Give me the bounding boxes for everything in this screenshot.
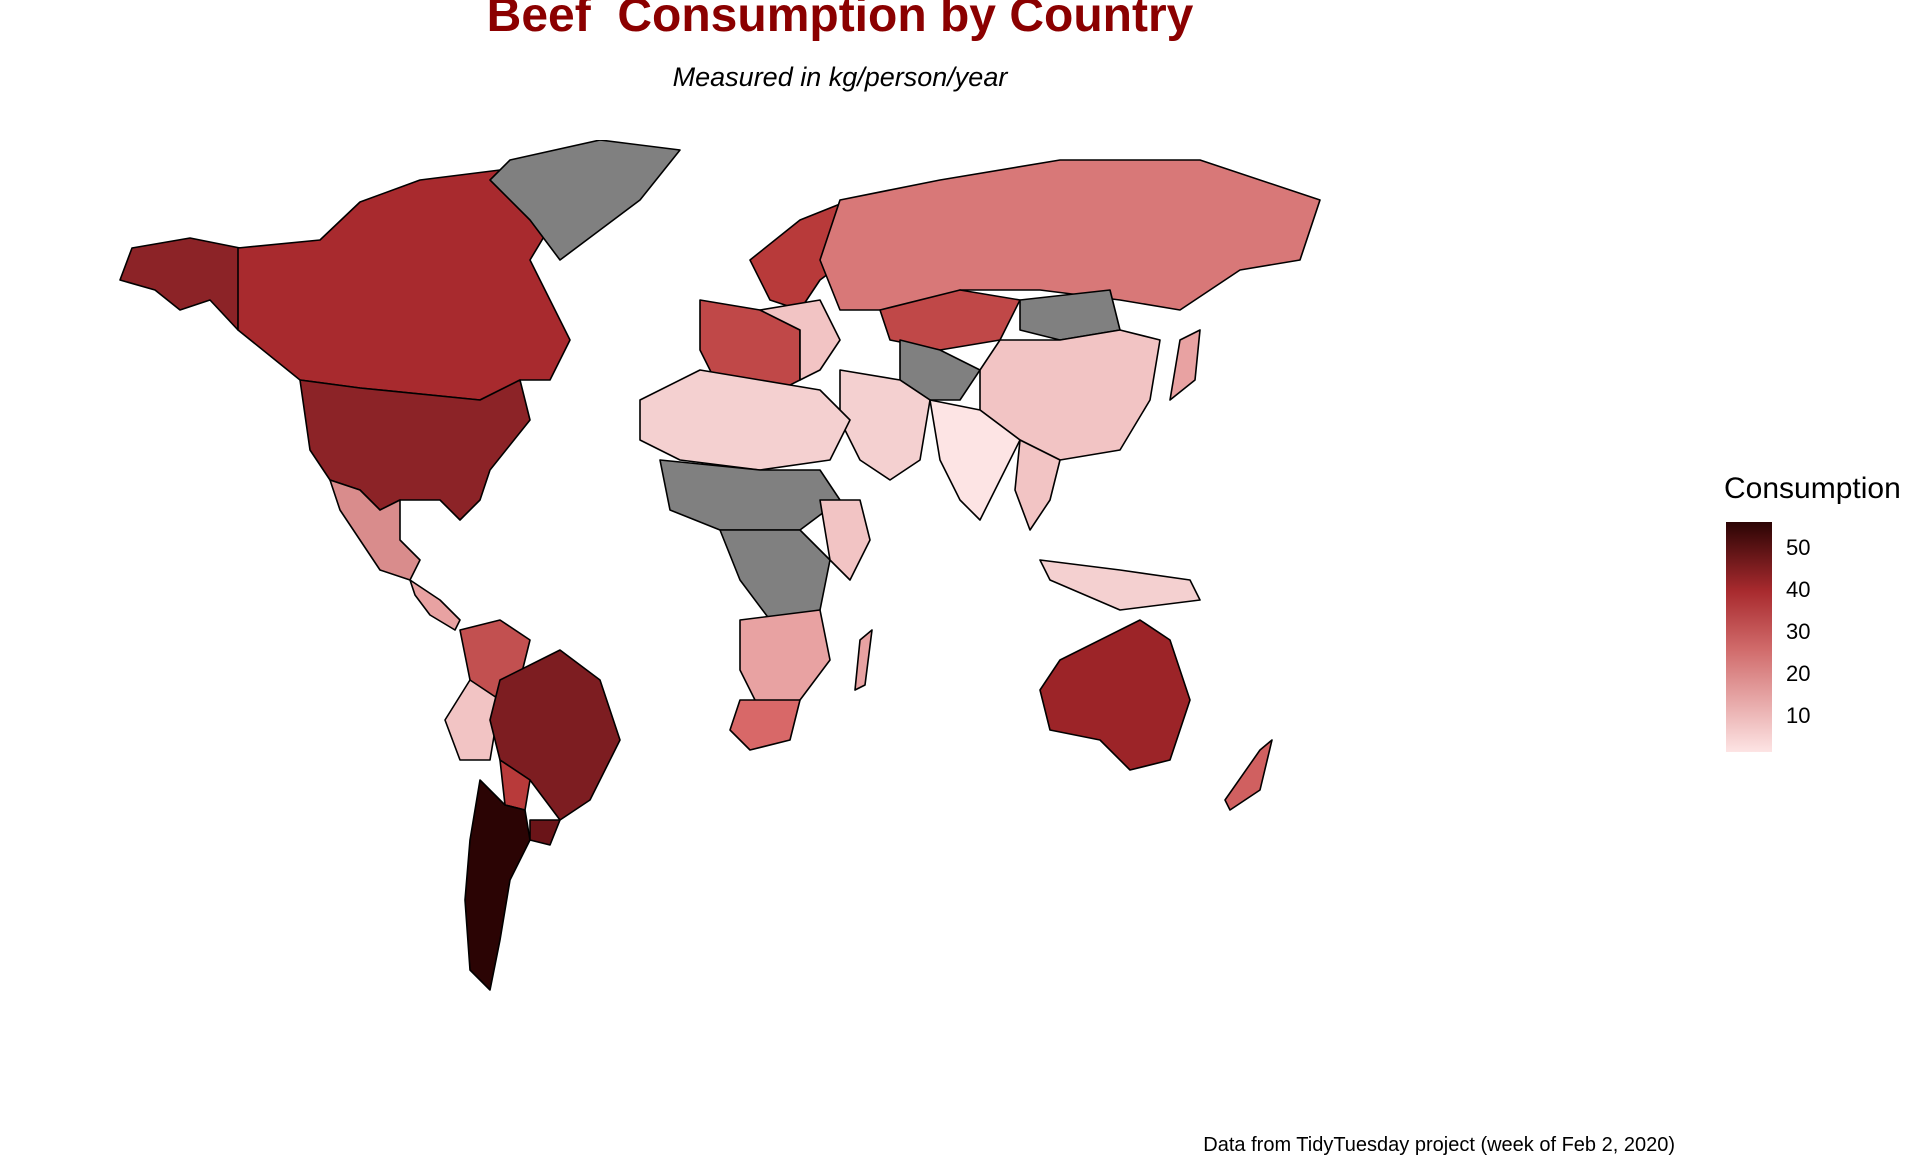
region-south-africa <box>729 699 801 751</box>
legend-tick-50: 50 <box>1786 535 1811 560</box>
region-alaska <box>119 237 241 331</box>
region-japan <box>1169 329 1201 401</box>
region-central-europe <box>759 299 841 381</box>
region-mexico <box>329 479 421 581</box>
map-subtitle: Measured in kg/person/year <box>672 62 1008 92</box>
legend-tick-10: 10 <box>1786 703 1811 728</box>
region-madagascar <box>854 629 873 691</box>
map-title: Beef Consumption by Country <box>486 0 1194 42</box>
region-china <box>979 329 1161 461</box>
region-peru <box>444 679 501 761</box>
region-indonesia <box>1039 559 1201 611</box>
region-argentina <box>464 779 531 991</box>
region-australia <box>1039 619 1191 771</box>
region-india <box>929 399 1021 521</box>
region-southern-africa <box>739 609 831 711</box>
legend-color-bar <box>1726 522 1772 752</box>
region-east-africa <box>819 499 871 581</box>
region-uruguay <box>529 819 561 846</box>
region-southeast-asia <box>1014 439 1061 531</box>
region-russia <box>819 159 1321 311</box>
region-north-africa <box>639 369 851 471</box>
legend-title: Consumption <box>1724 472 1901 505</box>
region-central-america <box>409 579 461 631</box>
region-brazil <box>489 649 621 821</box>
region-sahel <box>659 459 841 531</box>
region-greenland <box>489 140 681 261</box>
legend-tick-20: 20 <box>1786 661 1811 686</box>
legend-tick-30: 30 <box>1786 619 1811 644</box>
legend-tick-40: 40 <box>1786 577 1811 602</box>
region-central-africa <box>719 529 831 621</box>
region-new-zealand <box>1224 739 1273 811</box>
region-united-states <box>299 379 531 521</box>
source-caption: Data from TidyTuesday project (week of F… <box>1203 1134 1675 1156</box>
world-map <box>119 140 1321 991</box>
